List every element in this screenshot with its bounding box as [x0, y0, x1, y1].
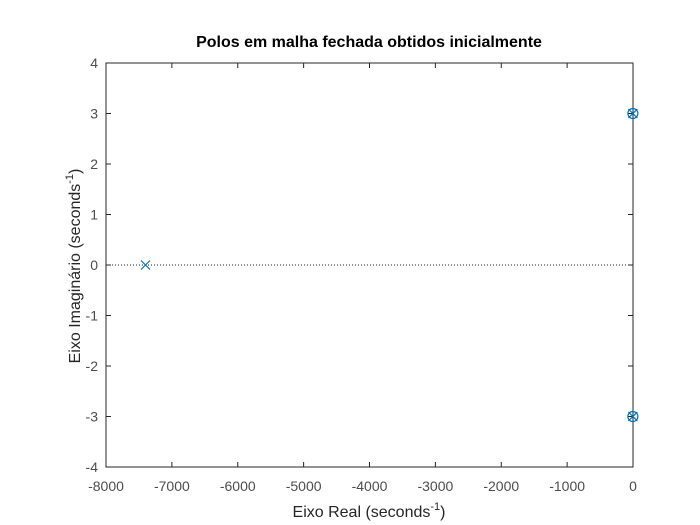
- x-tick-label: 0: [629, 478, 637, 494]
- y-tick-label: 1: [90, 207, 98, 223]
- y-axis-ticks: -4 -3 -2 -1 0 1 2 3 4: [86, 55, 633, 475]
- x-tick-label: -3000: [417, 478, 453, 494]
- x-tick-label: -5000: [286, 478, 322, 494]
- x-tick-label: -6000: [220, 478, 256, 494]
- y-tick-label: 0: [90, 257, 98, 273]
- y-axis-label: Eixo Imaginário (seconds-1): [64, 169, 84, 364]
- x-axis-label-sup: -1: [430, 501, 440, 513]
- y-tick-label: -1: [86, 308, 99, 324]
- pole-marker: [140, 260, 151, 270]
- x-axis-label-text: Eixo Real (seconds: [293, 504, 431, 521]
- x-axis-label: Eixo Real (seconds-1): [293, 501, 446, 521]
- y-axis-label-close: ): [67, 169, 84, 174]
- x-axis-ticks: -8000 -7000 -6000 -5000 -4000 -3000 -2000 -1000…: [88, 63, 637, 494]
- y-tick-label: -2: [86, 358, 99, 374]
- y-tick-label: -3: [86, 409, 99, 425]
- x-tick-label: -2000: [483, 478, 519, 494]
- y-tick-label: 4: [90, 55, 98, 71]
- pole-marker: [627, 108, 638, 119]
- y-axis-label-sup: -1: [64, 174, 76, 184]
- y-axis-label-text: Eixo Imaginário (seconds: [67, 184, 84, 364]
- pole-marker-stroke: [627, 108, 638, 119]
- pole-marker-stroke: [140, 260, 151, 270]
- y-tick-label: 2: [90, 156, 98, 172]
- x-tick-label: -4000: [352, 478, 388, 494]
- x-tick-label: -8000: [88, 478, 124, 494]
- y-tick-label: 3: [90, 106, 98, 122]
- chart-title: Polos em malha fechada obtidos inicialme…: [196, 34, 542, 51]
- x-tick-label: -1000: [549, 478, 585, 494]
- pole-marker-stroke: [627, 411, 638, 422]
- zero-marker: [627, 107, 639, 120]
- x-axis-label-close: ): [440, 504, 445, 521]
- pole-zero-markers: [140, 107, 639, 423]
- zero-marker: [627, 410, 639, 423]
- pole-marker: [627, 411, 638, 422]
- y-tick-label: -4: [86, 459, 99, 475]
- x-tick-label: -7000: [154, 478, 190, 494]
